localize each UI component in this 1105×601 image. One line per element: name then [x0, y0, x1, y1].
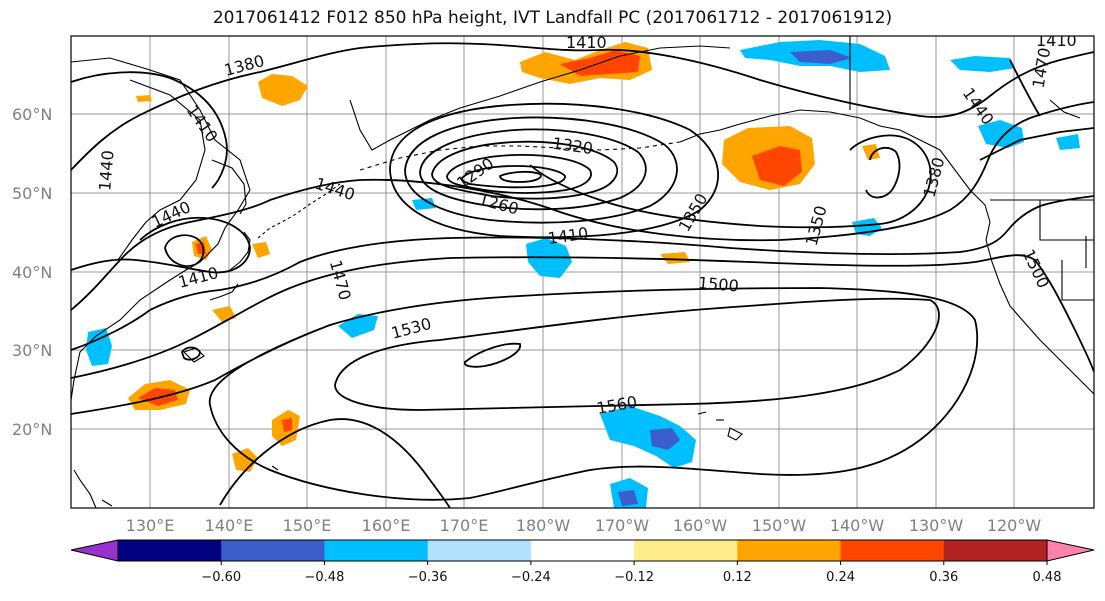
contour-label: 1410	[1036, 31, 1077, 50]
lat-label: 50°N	[12, 184, 52, 203]
colorbar-left-extension	[70, 539, 119, 562]
lon-label: 150°E	[283, 516, 332, 535]
colorbar: −0.60 −0.48 −0.36 −0.24 −0.12 0.12 0.24 0.36 0.4…	[70, 539, 1095, 585]
colorbar-tick-label: −0.48	[305, 570, 345, 585]
colorbar-swatch	[118, 540, 222, 561]
lon-label: 160°E	[362, 516, 411, 535]
colorbar-swatch	[324, 540, 429, 561]
lon-label: 170°W	[595, 516, 650, 535]
contour-label: 1410	[566, 33, 607, 52]
graticule	[71, 36, 1094, 508]
colorbar-swatch	[221, 540, 325, 561]
lat-label: 60°N	[12, 105, 52, 124]
colorbar-tick-label: −0.36	[408, 570, 448, 585]
lat-label: 30°N	[12, 341, 52, 360]
lon-label: 120°W	[987, 516, 1042, 535]
lon-label: 180°W	[516, 516, 571, 535]
contour-label: 1440	[95, 149, 117, 191]
longitude-labels: 130°E 140°E 150°E 160°E 170°E 180°W 170°…	[126, 516, 1042, 535]
colorbar-tick-label: −0.24	[511, 570, 551, 585]
ivt-shading	[86, 40, 1080, 508]
colorbar-swatch	[943, 540, 1048, 561]
colorbar-tick-label: 0.12	[723, 570, 752, 585]
colorbar-tick-label: −0.60	[201, 570, 241, 585]
colorbar-right-extension	[1046, 539, 1095, 562]
lon-label: 130°E	[126, 516, 175, 535]
lat-label: 20°N	[12, 420, 52, 439]
map-frame	[70, 35, 1095, 509]
colorbar-tick-label: 0.48	[1033, 570, 1062, 585]
colorbar-swatch	[737, 540, 842, 561]
contour-label: 1500	[697, 273, 739, 295]
colorbar-tick-label: 0.36	[929, 570, 958, 585]
colorbar-swatch	[634, 540, 738, 561]
map-title: 2017061412 F012 850 hPa height, IVT Land…	[212, 8, 893, 28]
colorbar-swatch	[530, 540, 635, 561]
height-contours	[71, 42, 1094, 508]
colorbar-swatch	[427, 540, 532, 561]
lon-label: 140°E	[205, 516, 254, 535]
colorbar-tick-label: −0.12	[614, 570, 654, 585]
lon-label: 130°W	[909, 516, 964, 535]
colorbar-frame	[117, 539, 1048, 562]
coastlines	[71, 36, 1094, 508]
lon-label: 160°W	[673, 516, 728, 535]
lon-label: 150°W	[752, 516, 807, 535]
colorbar-tick-label: 0.24	[826, 570, 855, 585]
lat-label: 40°N	[12, 263, 52, 282]
lon-label: 170°E	[440, 516, 489, 535]
latitude-labels: 60°N 50°N 40°N 30°N 20°N	[12, 105, 52, 439]
colorbar-swatch	[840, 540, 945, 561]
lon-label: 140°W	[830, 516, 885, 535]
